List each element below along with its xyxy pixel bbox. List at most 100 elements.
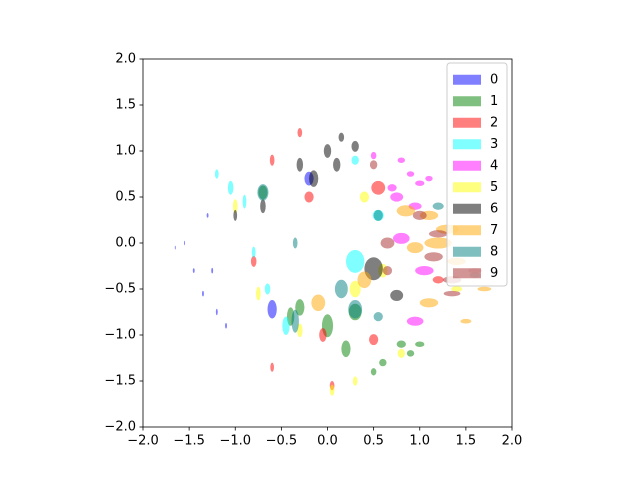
x-tick-label: 0.5: [363, 434, 384, 449]
ellipse: [415, 341, 425, 347]
ellipse: [443, 290, 461, 297]
legend-swatch: [453, 268, 481, 279]
legend-label: 9: [490, 266, 498, 281]
ellipse: [396, 205, 416, 217]
y-tick-label: −2.0: [104, 420, 136, 435]
x-tick-label: −0.5: [266, 434, 298, 449]
ellipse: [419, 298, 439, 308]
legend-swatch: [453, 225, 481, 236]
ellipse: [351, 155, 359, 165]
plot-area: [174, 128, 492, 396]
ellipse: [264, 283, 271, 295]
y-tick-label: 2.0: [115, 52, 136, 67]
ellipse: [319, 328, 327, 342]
y-tick-label: −1.0: [104, 328, 136, 343]
ellipse: [396, 340, 406, 348]
ellipse: [260, 199, 266, 214]
legend-swatch: [453, 117, 481, 128]
ellipse: [311, 294, 326, 312]
ellipse: [334, 279, 348, 299]
ellipse: [232, 199, 238, 214]
ellipse: [380, 237, 395, 249]
ellipse: [406, 316, 424, 326]
ellipse: [296, 157, 304, 172]
ellipse: [397, 348, 405, 358]
x-tick-label: −1.0: [219, 434, 251, 449]
ellipse: [233, 209, 238, 221]
ellipse: [357, 271, 372, 289]
legend-label: 7: [490, 223, 498, 238]
ellipse: [351, 140, 359, 152]
ellipse: [477, 286, 492, 292]
y-tick-label: −0.5: [104, 282, 136, 297]
ellipse: [392, 232, 410, 244]
ellipse: [359, 191, 370, 203]
ellipse: [373, 209, 383, 221]
ellipse: [215, 308, 218, 316]
ellipse: [270, 362, 274, 372]
legend-label: 3: [490, 137, 498, 152]
ellipse: [349, 280, 361, 298]
ellipse: [425, 175, 433, 182]
ellipse: [282, 316, 290, 335]
ellipse: [415, 266, 434, 276]
y-tick-label: 1.5: [115, 98, 136, 113]
ellipse: [297, 128, 303, 138]
ellipse: [373, 312, 383, 322]
ellipse: [227, 180, 234, 195]
ellipse: [348, 300, 363, 319]
ellipse: [451, 286, 463, 292]
ellipse: [251, 246, 256, 258]
ellipse: [323, 144, 332, 158]
ellipse: [206, 213, 209, 218]
ellipse: [428, 230, 448, 238]
legend-swatch: [453, 96, 481, 107]
legend-swatch: [453, 139, 481, 150]
ellipse: [192, 268, 195, 273]
x-tick-label: 0.0: [317, 434, 338, 449]
ellipse: [424, 252, 443, 262]
ellipse: [370, 151, 377, 160]
ellipse: [242, 194, 247, 209]
ellipse: [257, 184, 269, 201]
ellipse: [345, 249, 365, 273]
ellipse: [184, 240, 185, 246]
legend-label: 5: [490, 180, 498, 195]
ellipse: [267, 300, 277, 319]
legend-label: 4: [490, 158, 498, 173]
ellipse: [382, 266, 393, 276]
x-tick-label: 2.0: [502, 434, 523, 449]
y-tick-label: 0.5: [115, 190, 136, 205]
ellipse: [406, 171, 415, 177]
ellipse: [370, 368, 377, 376]
ellipse: [338, 132, 345, 142]
ellipse: [387, 184, 397, 192]
ellipse: [371, 180, 386, 195]
ellipse: [333, 157, 341, 172]
legend-label: 0: [490, 72, 498, 87]
ellipse: [304, 191, 314, 203]
ellipse: [295, 299, 305, 316]
ellipse: [379, 358, 387, 367]
ellipse: [432, 202, 444, 210]
ellipse: [390, 289, 404, 301]
ellipse: [352, 376, 358, 386]
ellipse: [432, 276, 444, 284]
ellipse: [269, 154, 275, 166]
ellipse: [424, 237, 453, 249]
ellipse: [174, 245, 176, 250]
ellipse: [214, 169, 219, 179]
legend-swatch: [453, 246, 481, 257]
ellipse: [341, 340, 351, 358]
ellipse: [297, 323, 303, 338]
x-tick-label: −1.5: [173, 434, 205, 449]
ellipse: [211, 267, 214, 274]
ellipse: [291, 309, 299, 333]
ellipse: [406, 242, 424, 254]
ellipse: [406, 350, 415, 357]
ellipse: [329, 384, 335, 396]
legend-label: 8: [490, 244, 498, 259]
ellipse: [397, 157, 405, 163]
legend-label: 1: [490, 94, 498, 109]
